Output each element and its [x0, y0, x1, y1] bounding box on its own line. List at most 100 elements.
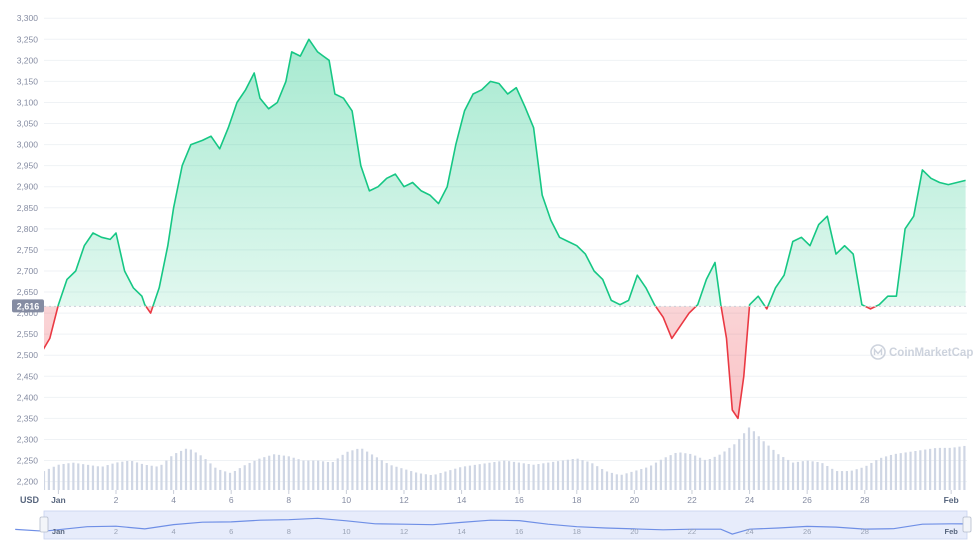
volume-bar	[826, 465, 829, 490]
volume-bar	[752, 431, 755, 490]
volume-bar	[880, 457, 883, 490]
reference-badge: 2,616	[12, 299, 44, 313]
volume-bar	[106, 465, 109, 490]
volume-bar	[62, 463, 65, 490]
y-tick-label: 2,800	[17, 224, 39, 234]
volume-bar	[635, 470, 638, 490]
x-tick-label: 22	[687, 495, 697, 505]
volume-bar	[273, 454, 276, 490]
navigator-handle-right[interactable]	[962, 516, 972, 533]
volume-bar	[698, 457, 702, 490]
volume-bar	[390, 465, 393, 490]
volume-bar	[840, 471, 844, 490]
volume-bar	[963, 445, 966, 490]
volume-bar	[909, 451, 912, 490]
volume-bar	[121, 461, 124, 490]
volume-bar	[258, 458, 261, 490]
volume-bar	[111, 463, 114, 490]
volume-bar	[679, 452, 682, 490]
volume-bar	[400, 468, 403, 490]
volume-bar	[238, 468, 241, 490]
navigator-line	[15, 517, 966, 535]
volume-bar	[777, 454, 780, 490]
volume-bar	[615, 474, 618, 490]
x-tick-label: 26	[802, 495, 812, 505]
volume-bar	[669, 455, 672, 490]
y-tick-label: 2,500	[17, 350, 39, 360]
navigator-tick-label: 6	[229, 527, 233, 536]
volume-bar	[586, 461, 589, 490]
y-tick-label: 2,750	[17, 245, 39, 255]
volume-bar	[194, 452, 197, 490]
volume-bar	[189, 449, 192, 490]
volume-bar	[361, 448, 364, 490]
volume-bar	[253, 460, 256, 490]
volume-bar	[282, 455, 285, 490]
volume-bar	[248, 462, 251, 490]
x-tick-label: 24	[745, 495, 755, 505]
volume-bar	[610, 472, 614, 490]
volume-bars	[44, 427, 966, 490]
volume-bar	[747, 427, 751, 490]
volume-bar	[493, 462, 496, 490]
volume-bar	[351, 450, 354, 490]
volume-bar	[512, 461, 516, 490]
volume-bar	[268, 455, 271, 490]
volume-bar	[958, 446, 961, 490]
navigator-handle-left[interactable]	[39, 516, 49, 533]
volume-bar	[532, 464, 535, 490]
volume-bar	[938, 447, 942, 490]
volume-bar	[654, 462, 658, 490]
volume-bar	[767, 445, 770, 490]
volume-bar	[801, 461, 804, 490]
x-tick-label: 10	[342, 495, 352, 505]
volume-bar	[459, 467, 462, 490]
volume-bar	[689, 453, 692, 490]
price-line-up	[57, 38, 966, 307]
x-tick-label: Feb	[944, 495, 959, 505]
volume-bar	[718, 454, 721, 490]
volume-bar	[914, 450, 917, 490]
x-tick-label: 14	[457, 495, 467, 505]
volume-bar	[953, 447, 956, 490]
volume-bar	[82, 464, 85, 490]
price-area-up	[44, 39, 966, 307]
volume-bar	[140, 463, 144, 490]
y-tick-label: 2,700	[17, 266, 39, 276]
volume-bar	[44, 471, 46, 490]
navigator-window[interactable]	[43, 510, 968, 540]
volume-bar	[552, 461, 555, 490]
volume-bar	[924, 449, 927, 490]
volume-bar	[772, 449, 775, 490]
volume-bar	[175, 453, 178, 490]
volume-bar	[870, 462, 873, 490]
x-tick-label: 20	[630, 495, 640, 505]
navigator-tick-label: 26	[803, 527, 811, 536]
navigator[interactable]: Jan 2 4 6 8 10 12 14 16 18 20 22 24 26 28 Feb	[15, 510, 972, 540]
volume-bar	[424, 474, 427, 490]
x-axis: Jan 2 4 6 8 10 12 14 16 18 20 22 24 26 28 Feb	[51, 490, 959, 505]
x-tick-label: 8	[286, 495, 291, 505]
volume-bar	[816, 462, 819, 490]
volume-bar	[317, 460, 320, 490]
volume-bar	[449, 470, 452, 490]
navigator-tick-label: 22	[688, 527, 696, 536]
navigator-tick-label: 10	[342, 527, 350, 536]
volume-bar	[473, 464, 476, 490]
volume-bar	[791, 462, 795, 490]
volume-bar	[566, 459, 569, 490]
volume-bar	[836, 471, 839, 490]
volume-bar	[52, 466, 55, 490]
volume-bar	[170, 456, 173, 490]
volume-bar	[796, 461, 800, 490]
volume-bar	[228, 472, 232, 490]
volume-bar	[694, 455, 697, 490]
volume-bar	[605, 471, 609, 490]
volume-bar	[101, 466, 104, 490]
volume-bar	[86, 464, 90, 490]
volume-bar	[209, 463, 212, 490]
y-tick-label: 2,400	[17, 392, 39, 402]
volume-bar	[571, 458, 574, 490]
